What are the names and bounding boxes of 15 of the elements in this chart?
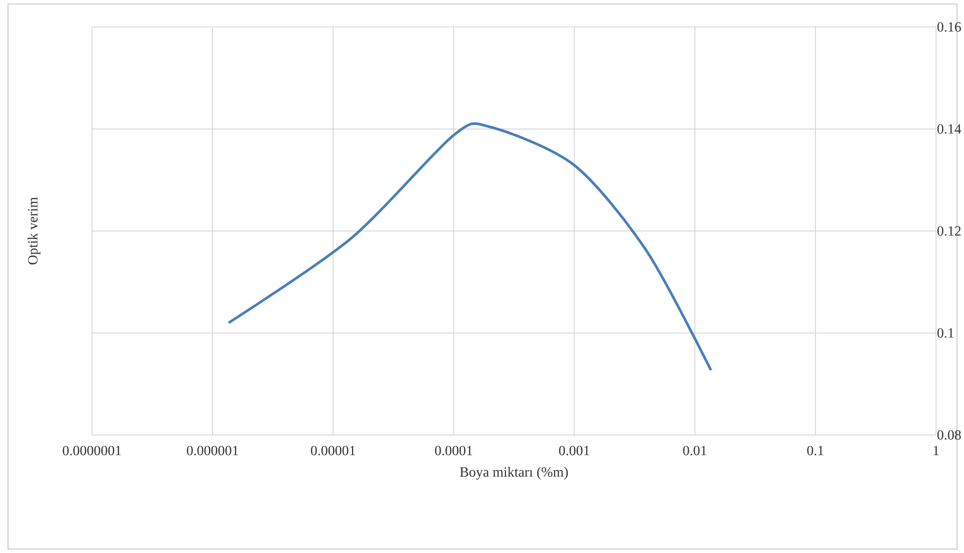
x-tick-label: 0.0000001 [62, 446, 121, 456]
y-tick-label: 0.16 [937, 22, 961, 32]
x-tick-label: 0.00001 [310, 446, 356, 456]
x-tick-label: 0.01 [683, 446, 706, 456]
x-tick-label: 0.000001 [186, 446, 238, 456]
x-tick-label: 0.001 [559, 446, 590, 456]
x-tick-label: 0.0001 [434, 446, 472, 456]
y-tick-label: 0.14 [937, 124, 962, 134]
x-tick-label: 0.1 [807, 446, 824, 456]
x-tick-label: 1 [934, 446, 939, 456]
x-axis-title: Boya miktarı (%m) [460, 466, 568, 480]
y-tick-label: 0.12 [937, 226, 961, 236]
y-tick-label: 0.1 [937, 328, 954, 338]
y-axis-title: Optik verim [28, 197, 40, 264]
y-tick-label: 0.08 [937, 430, 961, 440]
